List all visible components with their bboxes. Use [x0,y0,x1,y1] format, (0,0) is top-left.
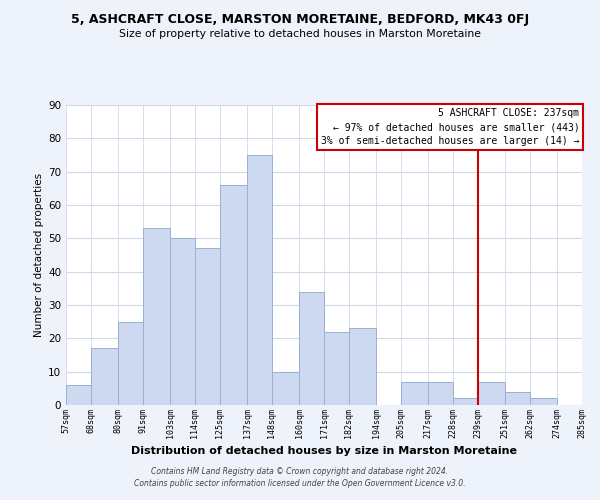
Text: Contains HM Land Registry data © Crown copyright and database right 2024.
Contai: Contains HM Land Registry data © Crown c… [134,466,466,487]
Bar [247,155,272,405]
Y-axis label: Number of detached properties: Number of detached properties [34,173,44,337]
Text: Size of property relative to detached houses in Marston Moretaine: Size of property relative to detached ho… [119,29,481,39]
Bar [428,382,453,405]
Text: 5 ASHCRAFT CLOSE: 237sqm
← 97% of detached houses are smaller (443)
3% of semi-d: 5 ASHCRAFT CLOSE: 237sqm ← 97% of detach… [321,108,580,146]
Bar [505,392,530,405]
Bar [170,238,195,405]
Bar [118,322,143,405]
Bar [272,372,299,405]
Bar [349,328,376,405]
Bar [220,185,247,405]
Bar [478,382,505,405]
Bar [66,385,91,405]
X-axis label: Distribution of detached houses by size in Marston Moretaine: Distribution of detached houses by size … [131,446,517,456]
Bar [91,348,118,405]
Bar [530,398,557,405]
Bar [195,248,220,405]
Bar [453,398,478,405]
Bar [324,332,349,405]
Bar [143,228,170,405]
Bar [299,292,324,405]
Text: 5, ASHCRAFT CLOSE, MARSTON MORETAINE, BEDFORD, MK43 0FJ: 5, ASHCRAFT CLOSE, MARSTON MORETAINE, BE… [71,12,529,26]
Bar [401,382,428,405]
